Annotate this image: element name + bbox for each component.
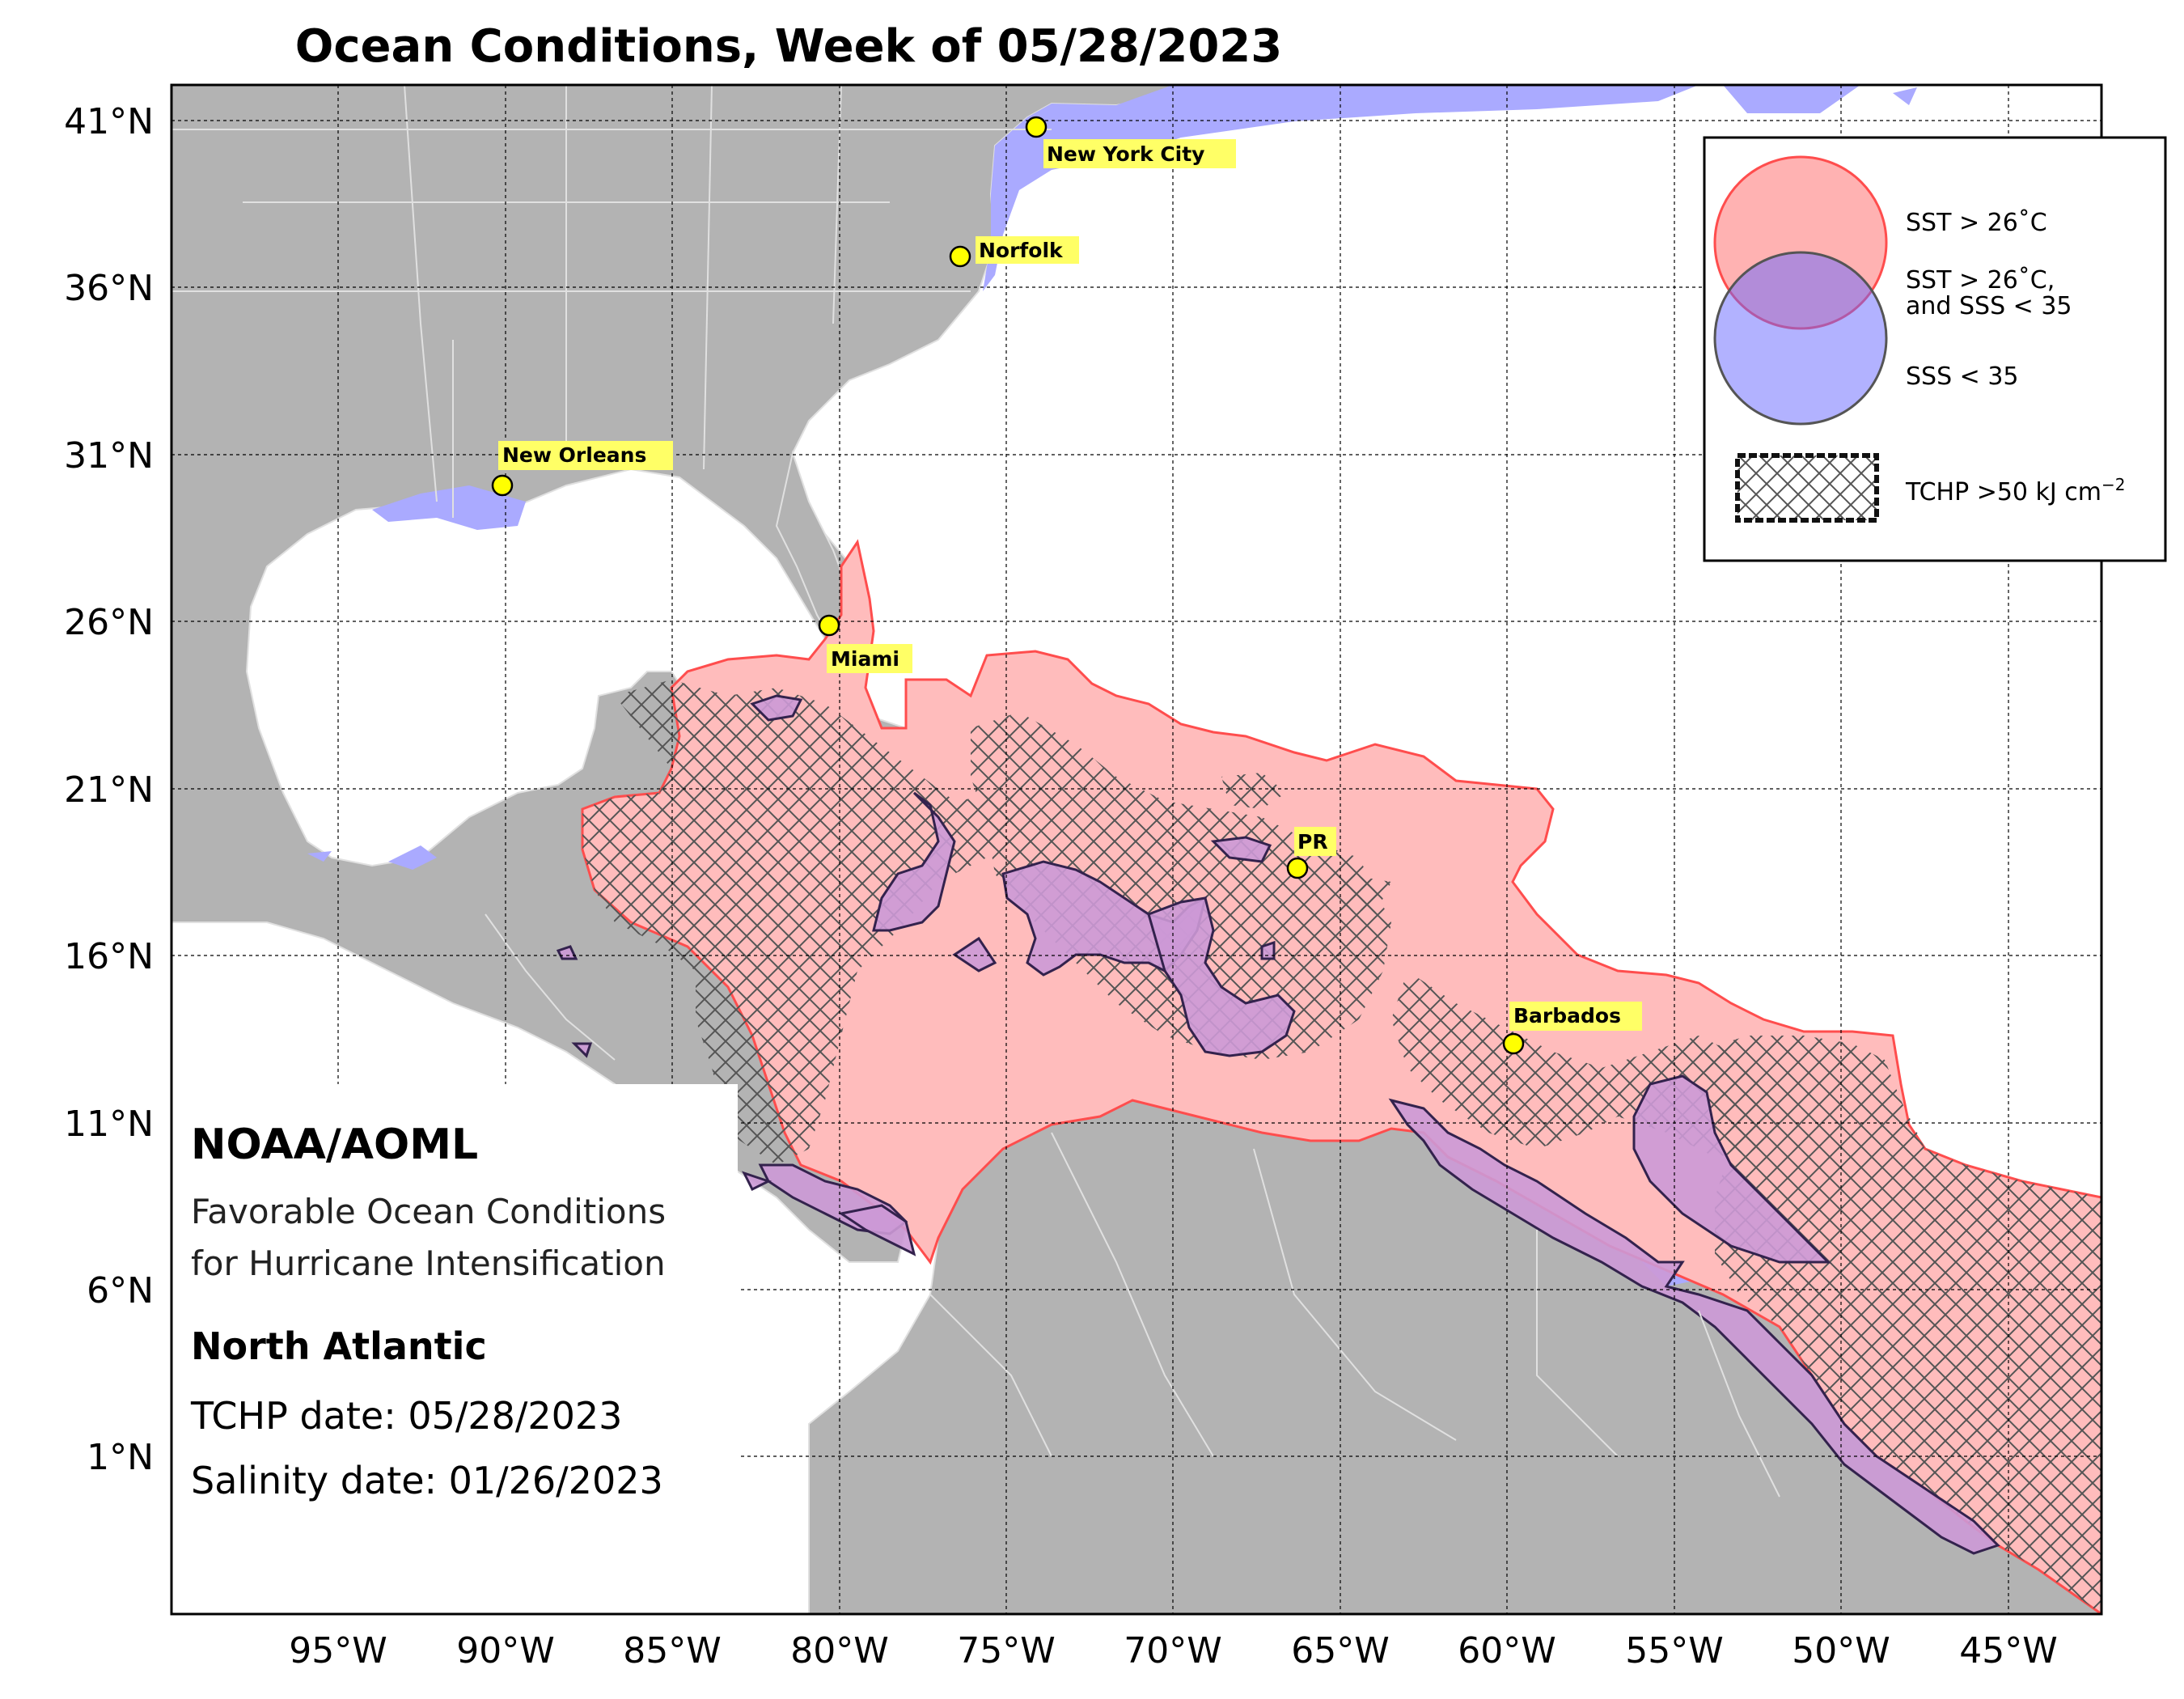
lon-tick: 85°W	[623, 1630, 722, 1671]
lat-tick: 16°N	[64, 936, 154, 977]
chart-title: Ocean Conditions, Week of 05/28/2023	[295, 20, 1283, 73]
city-label-bg	[827, 644, 912, 673]
legend-tchp-swatch	[1735, 453, 1879, 523]
legend-tchp-label: TCHP >50 kJ cm−2	[1905, 475, 2126, 506]
city-label-bg	[976, 236, 1079, 264]
info-box	[171, 1084, 738, 1614]
city-marker	[949, 245, 971, 268]
city-label: PR	[1297, 830, 1328, 854]
lon-tick: 90°W	[456, 1630, 555, 1671]
lon-tick: 60°W	[1458, 1630, 1556, 1671]
city-marker	[1025, 116, 1048, 138]
city-label-bg	[1509, 1002, 1642, 1031]
city-label: Norfolk	[979, 239, 1064, 262]
lon-tick: 45°W	[1959, 1630, 2058, 1671]
info-org: NOAA/AOML	[191, 1121, 478, 1169]
city-miami: Miami	[818, 614, 912, 673]
lon-tick: 50°W	[1792, 1630, 1890, 1671]
city-norfolk: Norfolk	[949, 236, 1079, 268]
gridlines	[171, 85, 2101, 1614]
info-block: NOAA/AOML Favorable Ocean Conditions for…	[190, 1121, 666, 1502]
lon-tick: 75°W	[957, 1630, 1056, 1671]
lat-tick: 36°N	[64, 268, 154, 309]
city-marker	[1286, 857, 1309, 879]
info-tchp-date: TCHP date: 05/28/2023	[190, 1394, 622, 1438]
map-border	[170, 83, 2103, 1616]
city-nyc: New York City	[1025, 116, 1236, 168]
city-pr: PR	[1286, 827, 1336, 879]
lat-tick: 21°N	[64, 769, 154, 811]
lat-tick: 41°N	[64, 101, 154, 142]
lon-tick: 95°W	[289, 1630, 387, 1671]
lat-tick: 1°N	[87, 1437, 154, 1478]
borders	[171, 85, 1780, 1498]
lon-tick: 55°W	[1625, 1630, 1724, 1671]
info-salinity-date: Salinity date: 01/26/2023	[191, 1459, 663, 1502]
lon-axis: 95°W 90°W 85°W 80°W 75°W 70°W 65°W 60°W …	[289, 1630, 2058, 1671]
legend-sst-label: SST > 26˚C	[1906, 209, 2047, 237]
city-label-bg	[1043, 139, 1236, 168]
lat-tick: 31°N	[64, 435, 154, 477]
lon-tick: 80°W	[790, 1630, 889, 1671]
city-label: Miami	[831, 647, 899, 671]
info-subtitle-2: for Hurricane Intensification	[191, 1244, 666, 1283]
legend-both-label-1: SST > 26˚C,	[1906, 266, 2055, 294]
city-label-bg	[1294, 827, 1336, 856]
sss-areas	[307, 85, 1917, 1286]
lat-axis: 41°N 36°N 31°N 26°N 21°N 16°N 11°N 6°N 1…	[64, 101, 154, 1478]
legend: SST > 26˚C SST > 26˚C, and SSS < 35 SSS …	[1703, 136, 2167, 562]
info-region: North Atlantic	[191, 1324, 487, 1368]
city-new-orleans: New Orleans	[491, 441, 673, 497]
city-marker	[491, 474, 514, 497]
city-marker	[1502, 1032, 1525, 1055]
legend-sss-label: SSS < 35	[1906, 362, 2019, 391]
city-barbados: Barbados	[1502, 1002, 1642, 1055]
legend-sss-swatch	[1713, 251, 1888, 426]
legend-both-label-2: and SSS < 35	[1906, 292, 2072, 320]
lon-tick: 70°W	[1124, 1630, 1222, 1671]
city-label: New York City	[1047, 142, 1204, 166]
lat-tick: 26°N	[64, 602, 154, 643]
lat-tick: 6°N	[87, 1270, 154, 1311]
city-label: Barbados	[1513, 1004, 1621, 1027]
info-subtitle-1: Favorable Ocean Conditions	[191, 1192, 666, 1231]
city-label: New Orleans	[502, 443, 646, 467]
lat-tick: 11°N	[64, 1104, 154, 1145]
city-marker	[818, 614, 840, 637]
lon-tick: 65°W	[1291, 1630, 1390, 1671]
city-label-bg	[498, 441, 673, 470]
